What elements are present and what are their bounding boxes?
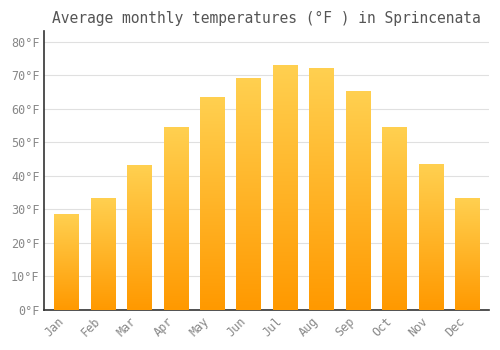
Bar	[200, 97, 225, 310]
Bar	[54, 214, 79, 310]
Bar	[236, 78, 261, 310]
Title: Average monthly temperatures (°F ) in Sprincenata: Average monthly temperatures (°F ) in Sp…	[52, 11, 481, 26]
Bar	[382, 127, 407, 310]
Bar	[418, 164, 444, 310]
Bar	[163, 128, 188, 310]
Bar	[308, 68, 334, 310]
Bar	[272, 65, 297, 310]
Bar	[345, 91, 370, 310]
Bar	[90, 198, 116, 310]
Bar	[454, 198, 480, 310]
Bar	[126, 166, 152, 310]
